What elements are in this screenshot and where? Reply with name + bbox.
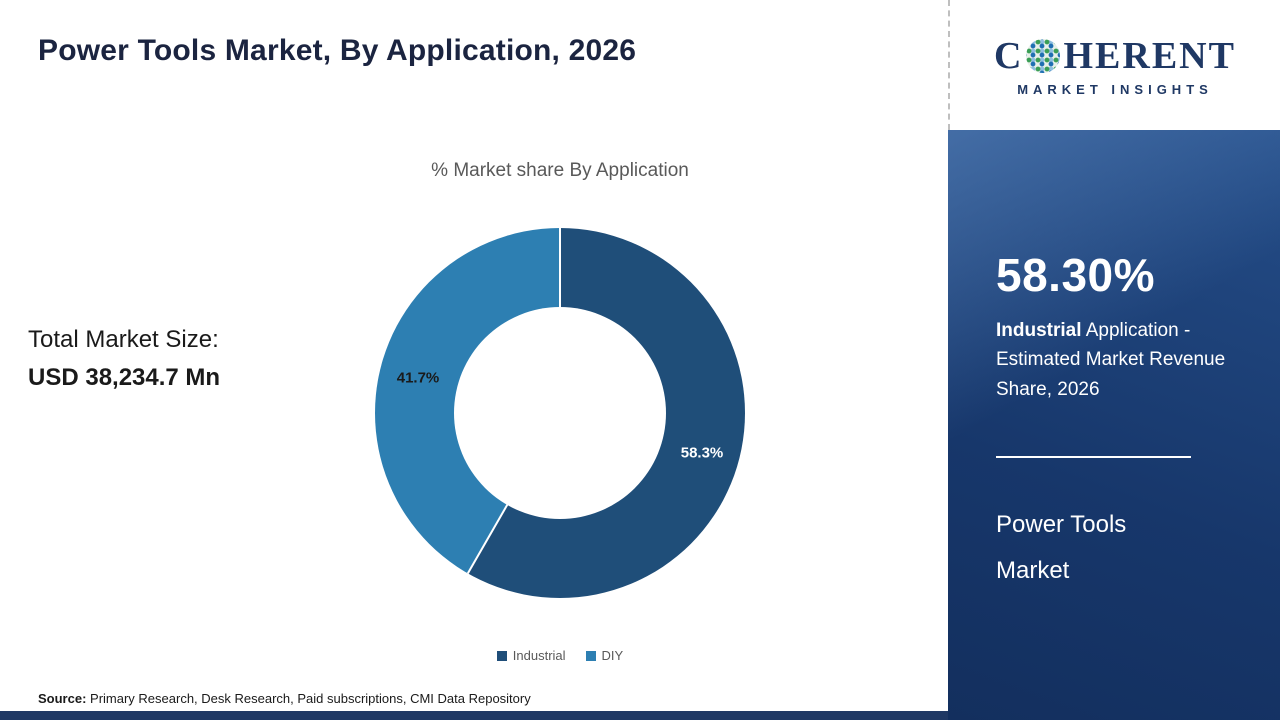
total-market-size-label: Total Market Size:: [28, 326, 219, 353]
logo-letter-c: C: [994, 34, 1024, 77]
bottom-accent-bar: [0, 711, 948, 720]
market-name-line1: Power Tools: [996, 511, 1127, 539]
panel-divider: [996, 456, 1191, 459]
donut-chart: 58.3% 41.7%: [375, 228, 745, 598]
page-title: Power Tools Market, By Application, 2026: [38, 34, 637, 67]
slice-label-industrial: 58.3%: [680, 444, 724, 462]
market-name: Power Tools Market: [996, 502, 1238, 593]
source-line: Source: Primary Research, Desk Research,…: [38, 691, 531, 706]
share-description-rest: Application - Estimated Market Revenue S…: [996, 320, 1226, 400]
legend-label: Industrial: [512, 648, 566, 663]
source-label: Source:: [38, 691, 87, 706]
legend-swatch-icon: [585, 650, 596, 661]
total-market-size-block: Total Market Size: USD 38,234.7 Mn: [28, 326, 220, 392]
source-text: Primary Research, Desk Research, Paid su…: [86, 691, 531, 706]
chart-legend: Industrial DIY: [375, 648, 745, 663]
share-value: 58.30%: [996, 249, 1156, 301]
logo-dotted-o-icon: [1026, 38, 1061, 73]
logo-word-rest: HERENT: [1063, 34, 1236, 77]
slice-label-diy: 41.7%: [396, 369, 440, 387]
legend-label: DIY: [601, 648, 624, 663]
right-sidebar: C HERENT MARKET INSIGHTS 58.30% Industria…: [948, 0, 1280, 720]
total-market-size-value: USD 38,234.7 Mn: [28, 364, 221, 391]
legend-item-industrial: Industrial: [496, 648, 566, 663]
chart-title: % Market share By Application: [431, 160, 689, 181]
market-name-line2: Market: [996, 556, 1070, 584]
legend-item-diy: DIY: [585, 648, 624, 663]
logo-area: C HERENT MARKET INSIGHTS: [948, 0, 1280, 130]
coherent-logo: C HERENT MARKET INSIGHTS: [994, 34, 1236, 97]
legend-swatch-icon: [496, 650, 507, 661]
highlight-panel: 58.30% Industrial Application - Estimate…: [948, 130, 1280, 720]
logo-subtitle: MARKET INSIGHTS: [1017, 81, 1213, 97]
donut-hole: [454, 307, 666, 519]
logo-wordmark: C HERENT: [994, 34, 1236, 78]
main-content-area: Power Tools Market, By Application, 2026…: [0, 34, 948, 720]
share-description: Industrial Application - Estimated Marke…: [996, 316, 1231, 404]
share-description-bold: Industrial: [996, 320, 1082, 341]
